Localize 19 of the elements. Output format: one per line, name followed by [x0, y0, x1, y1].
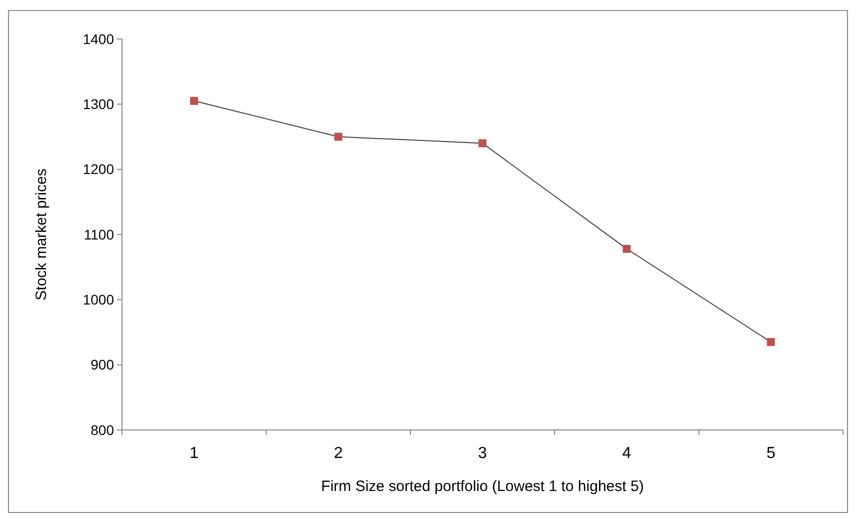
- point: [190, 96, 198, 105]
- x-tick-label: 3: [478, 445, 488, 462]
- y-tick-label: 1400: [82, 30, 114, 47]
- x-tick-label: 2: [334, 445, 343, 462]
- y-tick-label: 1000: [82, 292, 114, 308]
- x-axis-title: Firm Size sorted portfolio (Lowest 1 to highest 5): [321, 478, 644, 495]
- point: [622, 244, 631, 253]
- x-tick-label: 5: [766, 445, 776, 462]
- y-tick-label: 1100: [84, 226, 114, 242]
- y-tick-label: 900: [90, 356, 114, 373]
- y-tick-label: 1200: [82, 161, 114, 178]
- x-tick-label: 4: [622, 445, 632, 462]
- y-tick-label: 800: [90, 422, 114, 438]
- y-tick-label: 1300: [82, 96, 114, 112]
- y-axis-title: Stock market prices: [33, 168, 50, 300]
- point: [334, 132, 342, 141]
- point: [478, 139, 486, 148]
- point: [766, 338, 775, 346]
- x-tick-label: 1: [190, 445, 199, 462]
